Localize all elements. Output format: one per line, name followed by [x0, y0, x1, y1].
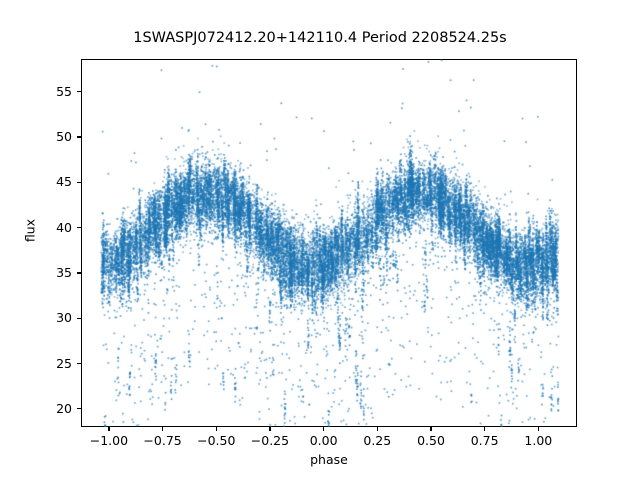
- x-tick-mark: [376, 427, 378, 431]
- y-tick-mark: [77, 227, 81, 229]
- y-tick-label: 25: [56, 355, 72, 371]
- x-tick-label: 0.00: [309, 433, 338, 448]
- y-tick-label: 30: [56, 310, 72, 326]
- x-tick-mark: [430, 427, 432, 431]
- y-tick-label: 35: [56, 264, 72, 280]
- x-tick-mark: [484, 427, 486, 431]
- x-tick-label: 0.25: [363, 433, 392, 448]
- y-tick-mark: [77, 181, 81, 183]
- page-title: 1SWASPJ072412.20+142110.4 Period 2208524…: [133, 30, 507, 46]
- y-axis-label: flux: [22, 218, 38, 243]
- y-tick-mark: [77, 363, 81, 365]
- x-tick-label: −0.25: [250, 433, 290, 448]
- x-tick-label: 0.75: [470, 433, 499, 448]
- x-tick-mark: [537, 427, 539, 431]
- x-tick-mark: [269, 427, 271, 431]
- y-tick-label: 50: [56, 128, 72, 144]
- y-tick-mark: [77, 91, 81, 93]
- x-tick-label: 0.50: [417, 433, 445, 448]
- x-tick-label: −0.50: [197, 433, 236, 448]
- y-tick-label: 55: [56, 83, 72, 99]
- x-tick-label: −0.75: [143, 433, 182, 448]
- y-tick-mark: [77, 136, 81, 138]
- x-tick-mark: [215, 427, 217, 431]
- y-tick-mark: [77, 408, 81, 410]
- x-tick-label: 1.00: [524, 433, 553, 448]
- y-tick-label: 20: [56, 400, 72, 416]
- scatter-plot-canvas: [81, 59, 577, 427]
- x-tick-mark: [162, 427, 164, 431]
- x-tick-label: −1.00: [89, 433, 129, 448]
- x-axis-label: phase: [310, 452, 348, 467]
- x-tick-mark: [108, 427, 110, 431]
- y-tick-mark: [77, 272, 81, 274]
- x-tick-mark: [323, 427, 325, 431]
- y-tick-label: 40: [56, 219, 72, 235]
- y-tick-mark: [77, 317, 81, 319]
- y-tick-label: 45: [56, 174, 72, 190]
